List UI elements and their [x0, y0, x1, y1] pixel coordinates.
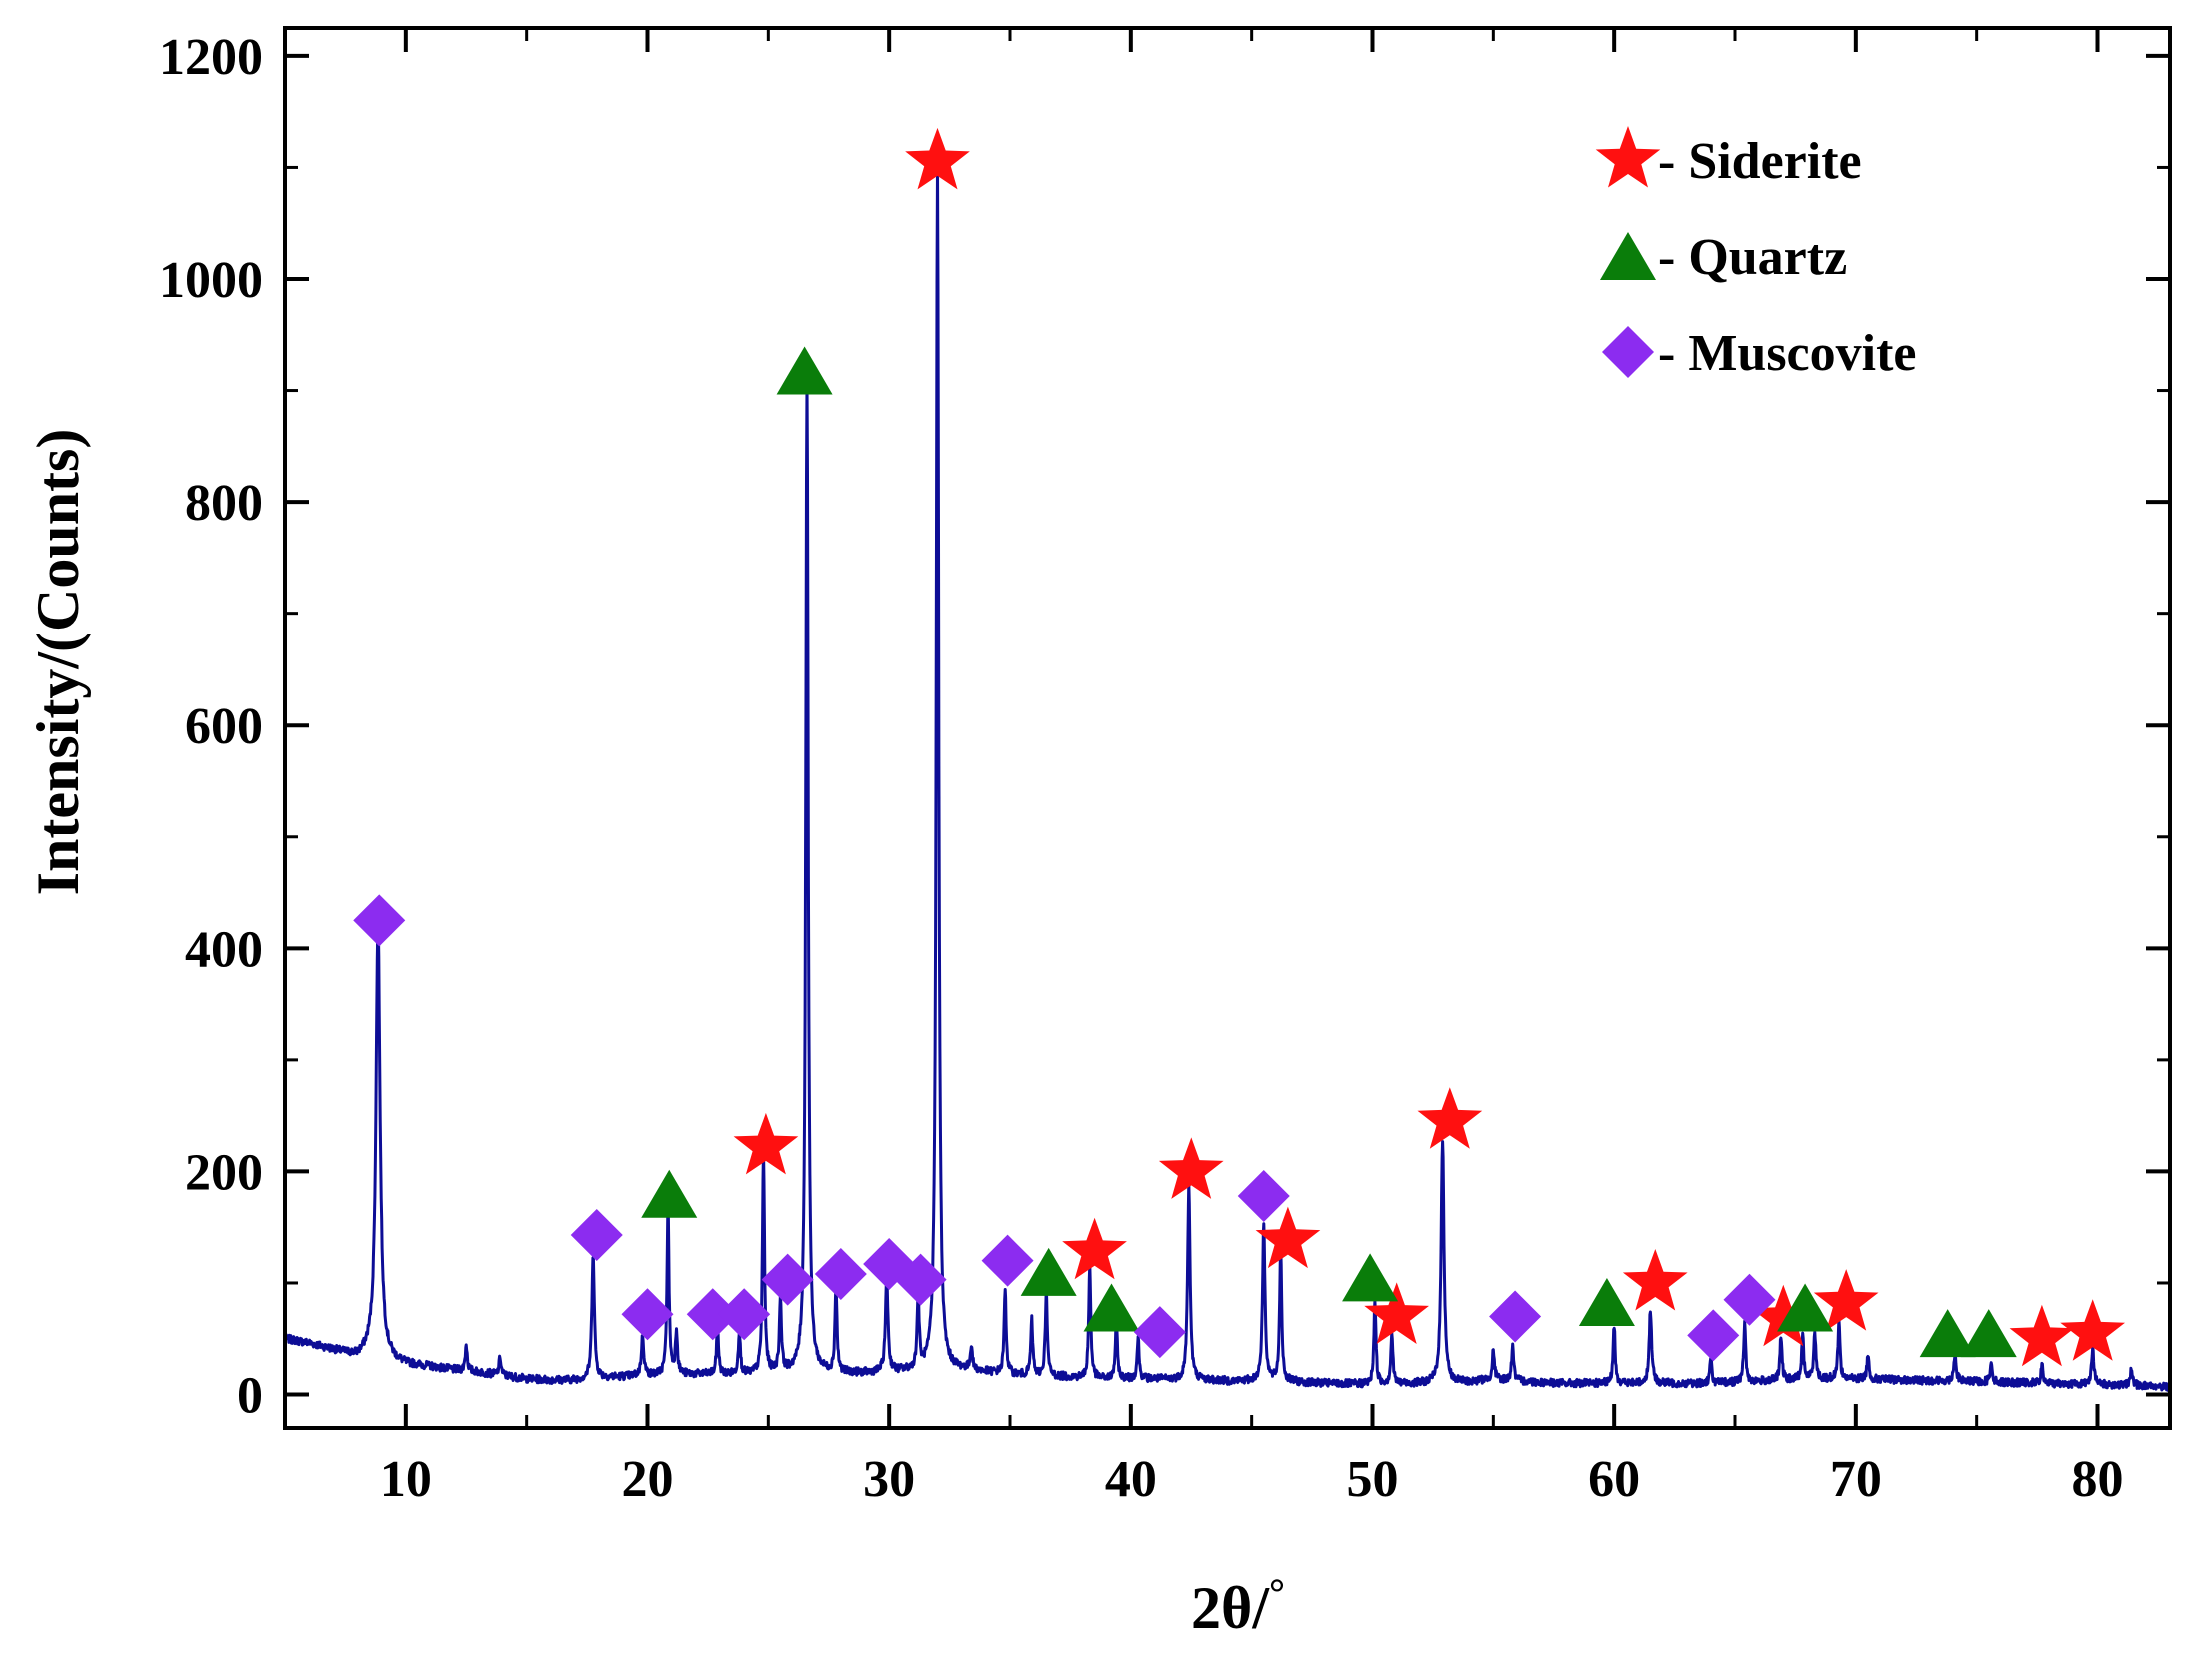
x-tick-label: 60 [1588, 1451, 1640, 1508]
muscovite-marker [1133, 1306, 1186, 1359]
plot-frame [283, 26, 2172, 1430]
quartz-marker [1960, 1309, 2017, 1358]
y-tick-label: 800 [185, 475, 263, 532]
siderite-marker [1158, 1137, 1224, 1199]
quartz-marker [1342, 1253, 1399, 1302]
muscovite-marker [1687, 1309, 1740, 1362]
muscovite-marker [718, 1288, 771, 1341]
siderite-marker [1751, 1284, 1816, 1347]
muscovite-marker [1489, 1290, 1542, 1343]
siderite-marker [2060, 1299, 2125, 1361]
triangle-legend-symbol [1600, 232, 1656, 280]
legend-label: - Muscovite [1658, 325, 1916, 382]
x-axis-title: 2θ/° [1191, 1570, 1285, 1642]
legend: - Siderite - Quartz - Muscovite [1595, 126, 1916, 382]
muscovite-marker [814, 1248, 867, 1301]
muscovite-marker [1723, 1273, 1776, 1326]
legend-label: - Quartz [1658, 229, 1847, 286]
legend-label: - Siderite [1658, 133, 1862, 190]
quartz-marker [1919, 1309, 1976, 1358]
siderite-marker [1813, 1269, 1879, 1331]
siderite-marker [2009, 1304, 2075, 1367]
y-tick-label: 1000 [159, 252, 263, 309]
muscovite-marker [761, 1253, 814, 1306]
muscovite-marker [353, 894, 406, 947]
diamond-legend-symbol [1602, 326, 1654, 378]
muscovite-marker [621, 1288, 674, 1341]
x-tick-label: 80 [2072, 1451, 2124, 1508]
quartz-marker [1777, 1283, 1834, 1332]
siderite-marker [905, 127, 970, 190]
quartz-marker [1020, 1247, 1077, 1296]
siderite-marker [733, 1112, 799, 1175]
muscovite-marker [1237, 1169, 1290, 1222]
siderite-marker [1364, 1282, 1429, 1344]
siderite-marker [1622, 1249, 1688, 1311]
quartz-marker [641, 1169, 698, 1218]
muscovite-marker [894, 1253, 947, 1306]
y-axis-title: Intensity/(Counts) [25, 429, 91, 896]
y-tick-label: 0 [237, 1368, 263, 1425]
y-tick-label: 600 [185, 698, 263, 755]
x-tick-label: 40 [1105, 1451, 1157, 1508]
y-tick-label: 400 [185, 921, 263, 978]
x-tick-label: 50 [1347, 1451, 1399, 1508]
quartz-marker [1578, 1277, 1635, 1326]
x-tick-label: 10 [380, 1451, 432, 1508]
muscovite-marker [686, 1288, 739, 1341]
y-tick-label: 200 [185, 1144, 263, 1201]
quartz-marker [1083, 1283, 1140, 1332]
muscovite-marker [981, 1234, 1034, 1287]
y-tick-label: 1200 [159, 29, 263, 86]
siderite-marker [1417, 1087, 1483, 1149]
siderite-marker [1255, 1206, 1321, 1269]
x-tick-label: 30 [863, 1451, 915, 1508]
marks-layer [283, 127, 2172, 1392]
star-legend-symbol [1595, 126, 1661, 188]
muscovite-marker [570, 1209, 623, 1262]
xrd-line [283, 166, 2172, 1392]
x-tick-label: 70 [1830, 1451, 1882, 1508]
siderite-marker [1062, 1217, 1127, 1280]
quartz-marker [776, 346, 833, 395]
x-tick-label: 20 [622, 1451, 674, 1508]
